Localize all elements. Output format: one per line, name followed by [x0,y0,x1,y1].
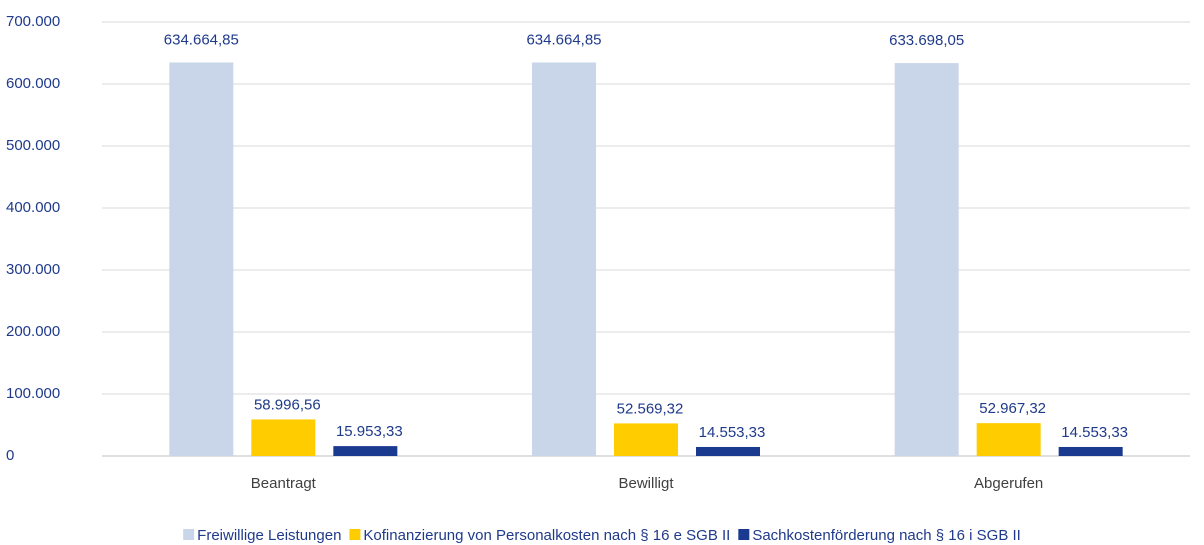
y-tick-label: 600.000 [6,75,60,92]
legend-swatch [349,529,361,540]
legend-swatch [738,529,750,540]
bar [614,423,678,456]
y-tick-label: 400.000 [6,199,60,216]
value-label: 634.664,85 [526,31,601,48]
value-label: 52.569,32 [617,400,684,417]
bar [169,62,234,457]
value-label: 634.664,85 [164,31,239,48]
y-tick-label: 700.000 [6,13,60,30]
legend-swatch [183,529,195,540]
value-label: 633.698,05 [889,32,964,49]
legend-label: Kofinanzierung von Personalkosten nach §… [363,527,730,544]
legend-label: Freiwillige Leistungen [197,527,341,544]
bar [894,63,959,456]
bar [1058,446,1123,456]
y-tick-label: 100.000 [6,385,60,402]
bar [976,423,1041,456]
bar [333,446,398,456]
bar [251,419,316,456]
x-tick-label: Bewilligt [618,475,674,492]
y-tick-label: 500.000 [6,137,60,154]
y-tick-label: 200.000 [6,323,60,340]
value-label: 58.996,56 [254,396,321,413]
value-label: 14.553,33 [1061,424,1128,441]
legend-label: Sachkostenförderung nach § 16 i SGB II [752,527,1021,544]
bar [532,62,596,457]
value-label: 14.553,33 [699,424,766,441]
value-label: 15.953,33 [336,423,403,440]
y-tick-label: 0 [6,447,14,464]
value-label: 52.967,32 [979,400,1046,417]
bar [696,446,760,456]
y-tick-label: 300.000 [6,261,60,278]
x-tick-label: Beantragt [251,475,317,492]
x-tick-label: Abgerufen [974,475,1043,492]
